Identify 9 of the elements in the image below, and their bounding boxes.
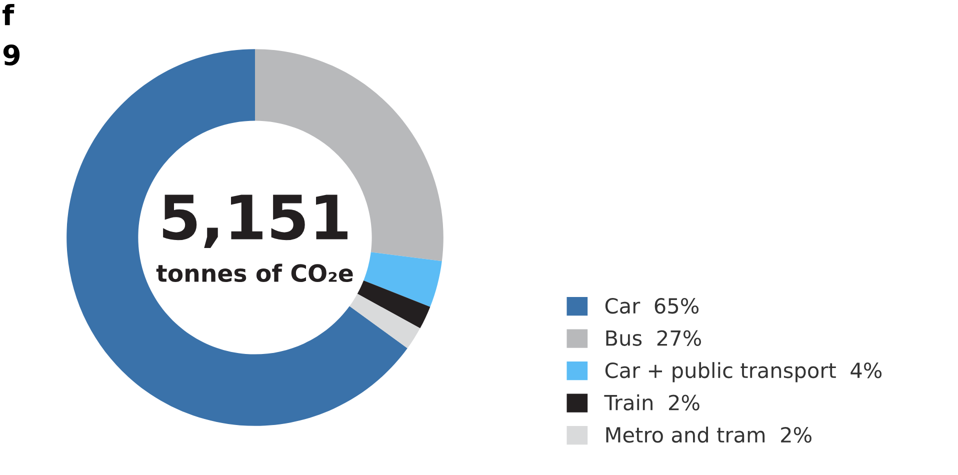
legend-label: Car 65%: [605, 298, 699, 314]
legend-label: Car + public transport 4%: [605, 362, 882, 382]
legend-label: Metro and tram 2%: [606, 426, 812, 443]
legend-label: Train 2%: [604, 394, 700, 410]
legend-label: Bus 27%: [606, 330, 701, 346]
text: tonnes of CO₂e: [156, 264, 353, 282]
text: 5,151: [163, 194, 348, 248]
text: f: [2, 4, 14, 26]
text: 9: [3, 44, 20, 66]
